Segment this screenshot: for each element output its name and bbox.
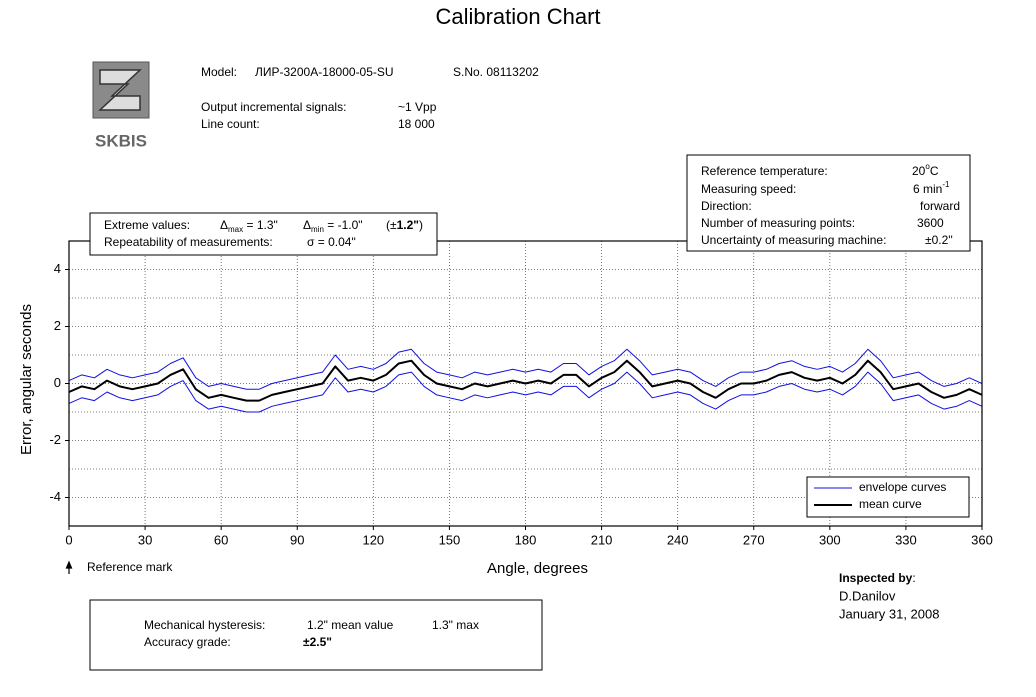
x-tick-label: 240 — [667, 532, 689, 547]
x-tick-label: 360 — [971, 532, 993, 547]
y-tick-label: -4 — [49, 489, 61, 504]
logo-text: SKBIS — [95, 131, 147, 150]
temperature-value: 20 — [912, 164, 926, 178]
inspected-by: Inspected by: — [839, 571, 916, 585]
line-count-label: Line count: — [201, 117, 260, 131]
grade: ±2.5" — [303, 635, 332, 649]
temperature-degree: o — [925, 162, 930, 171]
envelope-upper — [68, 348, 983, 390]
y-axis-label: Error, angular seconds — [18, 304, 35, 455]
delta: Δ — [303, 218, 311, 232]
mean-curve — [68, 359, 983, 402]
plot-frame — [68, 240, 983, 527]
range-value: 1.2" — [397, 218, 419, 232]
reference-arrow — [65, 560, 73, 574]
temperature-label: Reference temperature: — [701, 164, 828, 178]
x-tick-label: 330 — [895, 532, 917, 547]
plot: 0 30 60 90 120 150 180 210 240 270 300 330 360 -4 -2 0 2… — [18, 240, 993, 577]
repeat: σ = 0.04" — [307, 235, 356, 249]
hysteresis-max: 1.3" max — [432, 618, 479, 632]
x-tick-label: 120 — [362, 532, 384, 547]
y-tick-label: 0 — [54, 375, 61, 390]
speed-value: 6 min — [913, 182, 942, 196]
model: ЛИР-3200A-18000-05-SU — [255, 65, 394, 79]
min-text: = -1.0" — [324, 218, 363, 232]
delta-max: Δmax = 1.3" — [220, 218, 278, 234]
speed-exponent: -1 — [942, 180, 950, 189]
output: ~1 Vpp — [398, 100, 437, 114]
y-tick-label: -2 — [49, 432, 61, 447]
extremes-box — [89, 212, 438, 256]
direction: forward — [920, 199, 960, 213]
points-label: Number of measuring points: — [701, 216, 855, 230]
legend-box — [806, 476, 970, 518]
model-label: Model: — [201, 65, 237, 79]
title: Calibration Chart — [435, 4, 600, 29]
x-tick-label: 0 — [65, 532, 72, 547]
range: (±1.2") — [386, 218, 423, 232]
conditions-box — [686, 154, 971, 252]
hysteresis-label: Mechanical hysteresis: — [144, 618, 265, 632]
output-label: Output incremental signals: — [201, 100, 346, 114]
min-sub: min — [311, 225, 324, 234]
x-tick-label: 150 — [439, 532, 461, 547]
inspected-colon: : — [912, 571, 915, 585]
max-sub: max — [228, 225, 243, 234]
x-tick-label: 210 — [591, 532, 613, 547]
grade-label: Accuracy grade: — [144, 635, 231, 649]
inspected-label: Inspected by — [839, 571, 913, 585]
max-text: = 1.3" — [243, 218, 278, 232]
reference-mark: Reference mark — [87, 560, 173, 574]
direction-label: Direction: — [701, 199, 752, 213]
logo: SKBIS — [92, 61, 150, 150]
delta: Δ — [220, 218, 228, 232]
speed-label: Measuring speed: — [701, 182, 796, 196]
legend-label: mean curve — [859, 497, 922, 511]
x-tick-label: 180 — [515, 532, 537, 547]
inspection-date: January 31, 2008 — [839, 606, 939, 621]
x-tick-label: 300 — [819, 532, 841, 547]
hysteresis-mean: 1.2" mean value — [307, 618, 394, 632]
line-count: 18 000 — [398, 117, 435, 131]
repeat-label: Repeatability of measurements: — [104, 235, 273, 249]
x-tick-label: 270 — [743, 532, 765, 547]
speed: 6 min-1 — [913, 180, 950, 196]
summary-box — [89, 599, 543, 671]
legend-label: envelope curves — [859, 480, 946, 494]
x-tick-label: 30 — [138, 532, 152, 547]
extremes-label: Extreme values: — [104, 218, 190, 232]
range-close: ) — [419, 218, 423, 232]
range-open: (± — [386, 218, 397, 232]
x-tick-label: 60 — [214, 532, 228, 547]
serial: S.No. 08113202 — [453, 65, 539, 79]
points: 3600 — [917, 216, 944, 230]
x-axis-label: Angle, degrees — [487, 560, 588, 577]
temperature: 20oC — [912, 162, 939, 178]
envelope-lower — [68, 371, 983, 413]
uncertainty: ±0.2'' — [925, 233, 953, 247]
x-tick-label: 90 — [290, 532, 304, 547]
temperature-unit: C — [930, 164, 939, 178]
inspector: D.Danilov — [839, 588, 896, 603]
uncertainty-label: Uncertainty of measuring machine: — [701, 233, 886, 247]
y-tick-label: 4 — [54, 261, 61, 276]
y-tick-label: 2 — [54, 318, 61, 333]
delta-min: Δmin = -1.0" — [303, 218, 363, 234]
